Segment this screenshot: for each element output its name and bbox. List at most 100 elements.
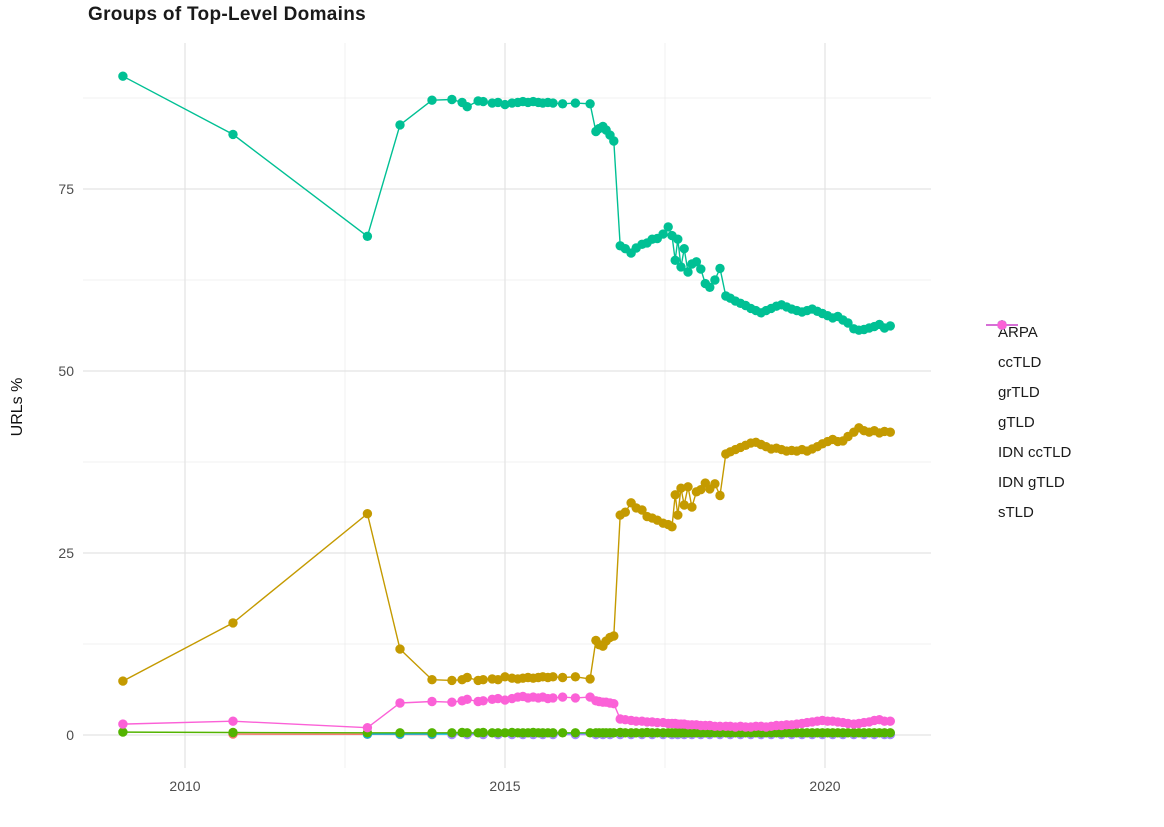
data-point bbox=[118, 676, 128, 686]
legend-label: gTLD bbox=[998, 413, 1035, 431]
data-point bbox=[548, 693, 558, 703]
legend-item-idn-cctld: IDN ccTLD bbox=[984, 320, 1072, 467]
data-point bbox=[683, 267, 693, 277]
data-point bbox=[427, 675, 437, 685]
x-tick-label: 2015 bbox=[489, 778, 520, 794]
data-point bbox=[679, 244, 689, 254]
data-point bbox=[658, 229, 668, 239]
legend-label: IDN ccTLD bbox=[998, 443, 1072, 461]
data-point bbox=[557, 728, 568, 738]
data-point bbox=[673, 510, 683, 520]
data-point bbox=[885, 321, 895, 331]
y-tick-label: 0 bbox=[66, 727, 74, 743]
data-point bbox=[500, 99, 510, 110]
data-point bbox=[118, 719, 128, 729]
data-point bbox=[676, 262, 686, 272]
data-point bbox=[462, 728, 472, 738]
data-point bbox=[478, 696, 488, 706]
legend-key-icon bbox=[986, 320, 1018, 330]
y-tick-label: 50 bbox=[58, 363, 74, 379]
data-point bbox=[663, 222, 673, 232]
data-point bbox=[362, 723, 373, 733]
data-point bbox=[478, 675, 488, 685]
data-point bbox=[570, 693, 581, 703]
data-point bbox=[691, 257, 702, 267]
data-point bbox=[609, 699, 619, 709]
data-point bbox=[687, 502, 697, 512]
data-point bbox=[557, 672, 568, 683]
series-group bbox=[118, 71, 895, 740]
data-point bbox=[715, 263, 725, 274]
data-point bbox=[362, 509, 373, 519]
data-point bbox=[676, 483, 686, 493]
legend-key-dot bbox=[997, 320, 1007, 330]
data-point bbox=[462, 672, 472, 683]
data-point bbox=[885, 716, 895, 726]
data-point bbox=[493, 693, 503, 704]
data-point bbox=[462, 694, 472, 704]
data-point bbox=[548, 672, 558, 682]
data-point bbox=[683, 482, 693, 492]
data-point bbox=[395, 698, 405, 708]
legend-label: ccTLD bbox=[998, 353, 1042, 371]
legend-label: IDN gTLD bbox=[998, 473, 1065, 491]
data-point bbox=[447, 94, 457, 105]
data-point bbox=[500, 695, 510, 705]
data-point bbox=[557, 99, 568, 109]
data-point bbox=[395, 120, 405, 130]
data-point bbox=[362, 231, 373, 241]
series-line bbox=[122, 426, 891, 682]
series-gtld bbox=[118, 71, 895, 335]
data-point bbox=[500, 728, 510, 738]
data-point bbox=[620, 507, 630, 517]
y-tick-label: 75 bbox=[58, 181, 74, 197]
data-point bbox=[447, 675, 457, 686]
series-cctld bbox=[118, 423, 895, 686]
legend-item-gtld: gTLD bbox=[984, 320, 1071, 437]
legend-item-cctld: ccTLD bbox=[984, 320, 1071, 377]
data-point bbox=[427, 696, 437, 707]
data-point bbox=[609, 136, 619, 146]
data-point bbox=[118, 71, 128, 81]
data-point bbox=[585, 674, 595, 684]
data-point bbox=[557, 692, 568, 702]
legend-label: grTLD bbox=[998, 383, 1040, 401]
data-point bbox=[447, 728, 457, 738]
data-point bbox=[478, 727, 488, 738]
data-point bbox=[885, 728, 895, 738]
data-point bbox=[570, 98, 581, 108]
data-point bbox=[427, 728, 437, 738]
x-tick-label: 2020 bbox=[809, 778, 840, 794]
tick-labels: 0 25 50 75 2010 2015 2020 bbox=[58, 181, 840, 794]
data-point bbox=[585, 99, 595, 109]
data-point bbox=[710, 275, 720, 285]
legend-item-grtld: grTLD bbox=[984, 320, 1071, 407]
data-point bbox=[705, 282, 715, 292]
data-point bbox=[493, 728, 503, 738]
data-point bbox=[427, 95, 437, 105]
data-point bbox=[715, 490, 725, 501]
legend-item-stld: sTLD bbox=[984, 320, 1071, 527]
data-point bbox=[228, 716, 238, 726]
data-point bbox=[228, 618, 238, 628]
data-point bbox=[228, 129, 238, 140]
data-point bbox=[637, 505, 647, 515]
gridlines-minor bbox=[83, 43, 931, 768]
data-point bbox=[670, 490, 680, 500]
data-point bbox=[696, 264, 706, 274]
data-point bbox=[673, 234, 683, 244]
chart-title: Groups of Top-Level Domains bbox=[88, 4, 366, 25]
data-point bbox=[548, 728, 558, 738]
data-point bbox=[118, 727, 128, 737]
x-tick-label: 2010 bbox=[169, 778, 200, 794]
data-point bbox=[478, 96, 488, 107]
data-point bbox=[395, 644, 405, 654]
data-point bbox=[462, 102, 472, 112]
legend-label: ARPA bbox=[998, 323, 1038, 341]
data-point bbox=[696, 485, 706, 495]
data-point bbox=[843, 318, 853, 328]
series-stld bbox=[118, 691, 895, 733]
legend-label: sTLD bbox=[998, 503, 1034, 521]
y-tick-label: 25 bbox=[58, 545, 74, 561]
data-point bbox=[228, 727, 238, 738]
